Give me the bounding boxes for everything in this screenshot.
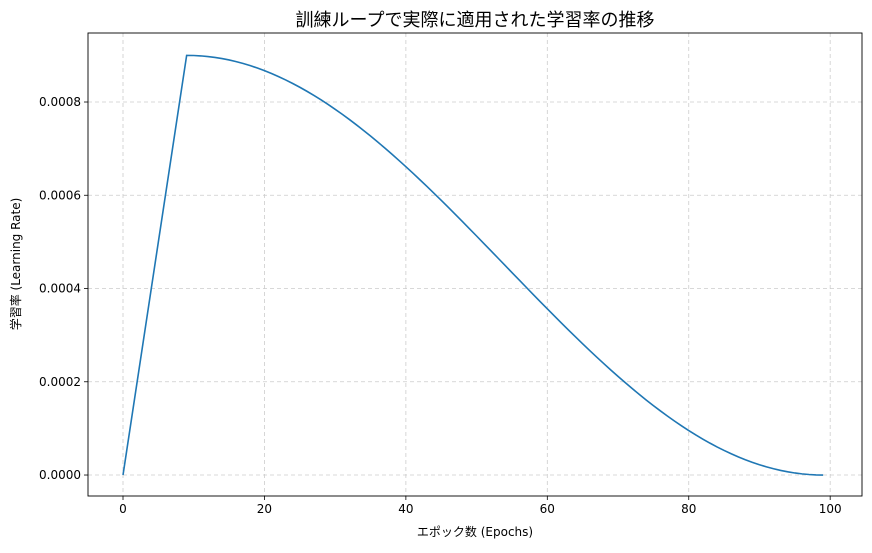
series-line-learning-rate [122, 54, 824, 476]
x-tick-label: 40 [398, 502, 413, 516]
y-axis: 0.0000 0.0002 0.0004 0.0006 0.0008 [39, 95, 88, 482]
x-tick-label: 20 [257, 502, 272, 516]
x-tick-label: 0 [119, 502, 127, 516]
y-tick-label: 0.0000 [39, 468, 81, 482]
y-tick-label: 0.0004 [39, 282, 81, 296]
x-axis: 0 20 40 60 80 100 [119, 496, 842, 516]
chart-title: 訓練ループで実際に適用された学習率の推移 [296, 10, 655, 31]
x-axis-label: エポック数 (Epochs) [417, 524, 533, 539]
grid [88, 33, 862, 496]
plot-frame [87, 32, 863, 497]
y-tick-label: 0.0008 [39, 95, 81, 109]
x-tick-label: 100 [819, 502, 842, 516]
y-axis-label: 学習率 (Learning Rate) [8, 198, 23, 331]
y-tick-label: 0.0002 [39, 375, 81, 389]
y-tick-label: 0.0006 [39, 188, 81, 202]
x-tick-label: 80 [681, 502, 696, 516]
x-tick-label: 60 [540, 502, 555, 516]
